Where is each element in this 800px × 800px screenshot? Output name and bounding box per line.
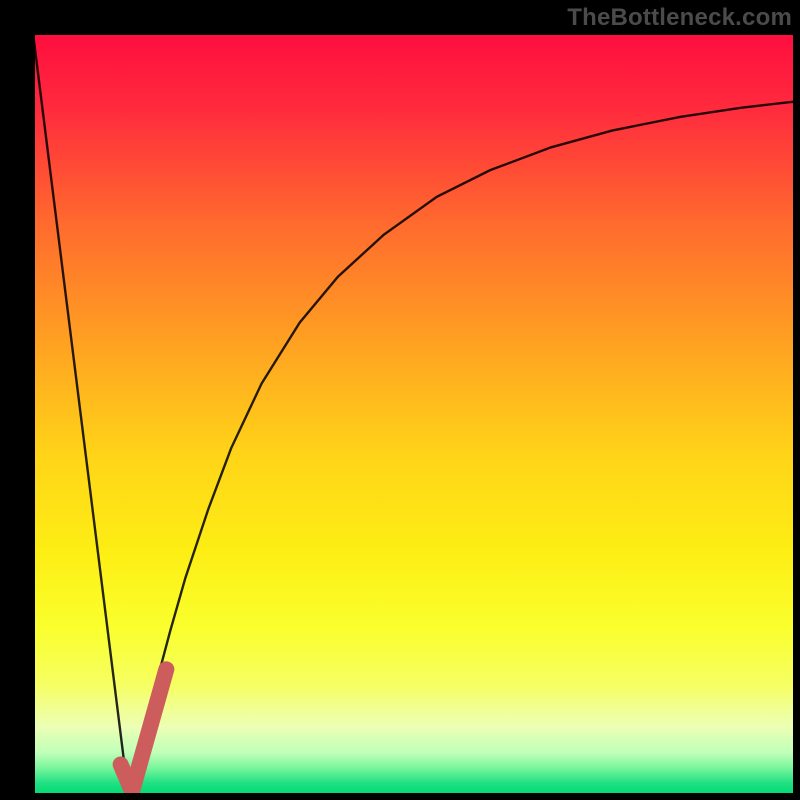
plot-area	[33, 33, 795, 795]
gradient-background	[33, 33, 795, 795]
bottleneck-chart	[0, 0, 800, 800]
watermark-text: TheBottleneck.com	[567, 4, 792, 32]
